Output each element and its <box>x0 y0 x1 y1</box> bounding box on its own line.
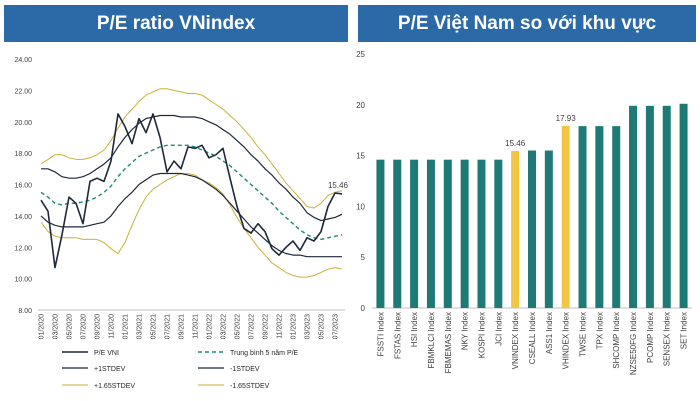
x-tick-label: SHCOMP Index <box>612 312 621 369</box>
x-tick-label: 07/2022 <box>249 314 256 339</box>
x-tick-label: 05/2020 <box>67 314 74 339</box>
x-tick-label: 01/2021 <box>123 314 130 339</box>
x-tick-label: JCI Index <box>494 312 503 346</box>
x-tick-label: 03/2022 <box>221 314 228 339</box>
bar-sensex-index <box>662 105 671 308</box>
x-tick-label: 07/2021 <box>165 314 172 339</box>
x-tick-label: 07/2020 <box>81 314 88 339</box>
bar-tpx-index <box>595 126 604 308</box>
x-tick-label: 01/2020 <box>39 314 46 339</box>
x-tick-label: FSSTI Index <box>376 312 385 356</box>
bar-fstas-index <box>393 159 402 308</box>
legend-label: P/E VNI <box>94 350 119 357</box>
series-line-trung-b-nh-5-n-m-p-e <box>40 144 343 241</box>
bar-vhindex-index <box>561 125 570 308</box>
bar-nzse50fg-index <box>629 105 638 308</box>
bar-fssti-index <box>376 159 385 308</box>
legend-label: -1STDEV <box>230 366 260 373</box>
x-tick-label: FBMKLCI Index <box>427 312 436 368</box>
y-tick-label: 20 <box>356 101 365 110</box>
bar-ass1-index <box>544 150 553 308</box>
x-tick-label: 03/2023 <box>305 314 312 339</box>
x-tick-label: PCOMP Index <box>646 312 655 363</box>
y-tick-label: 15 <box>356 152 365 161</box>
x-tick-label: HSI Index <box>410 312 419 347</box>
x-tick-label: VHINDEX Index <box>562 312 571 369</box>
x-tick-label: NZSE50FG Index <box>629 312 638 375</box>
data-label: 17.93 <box>556 114 577 123</box>
legend-label: Trung bình 5 năm P/E <box>230 350 299 357</box>
x-tick-label: ASS1 Index <box>545 312 554 354</box>
x-tick-label: 09/2020 <box>95 314 102 339</box>
x-tick-label: KOSPI Index <box>477 312 486 358</box>
bar-nky-index <box>460 159 469 308</box>
legend-label: +1STDEV <box>94 366 126 373</box>
x-tick-label: TPX Index <box>595 312 604 349</box>
x-tick-label: SENSEX Index <box>663 312 672 366</box>
series-line-1-65stdev <box>40 173 343 278</box>
x-tick-label: NKY Index <box>461 312 470 350</box>
bar-cseall-index <box>528 150 536 308</box>
series-line-p-e-vni <box>40 113 343 269</box>
series-line-1-65stdev <box>40 88 343 209</box>
x-tick-label: CSEALL Index <box>528 312 537 364</box>
x-tick-label: 11/2022 <box>277 314 284 339</box>
x-tick-label: 05/2022 <box>235 314 242 339</box>
y-tick-label: 20.00 <box>14 120 32 127</box>
bar-fbmemas-index <box>443 159 452 308</box>
x-tick-label: VNINDEX Index <box>511 312 520 369</box>
legend-label: +1.65STDEV <box>94 383 135 390</box>
pe-region-bar-chart: 0 5 10 15 20 25 FSSTI Index FSTAS Index HSI Inde… <box>356 50 692 375</box>
x-tick-label: FSTAS Index <box>393 312 402 359</box>
x-tick-label: 11/2020 <box>109 314 116 339</box>
y-tick-label: 10 <box>356 202 365 211</box>
legend-label: -1.65STDEV <box>230 383 270 390</box>
data-label: 15.46 <box>505 139 526 148</box>
y-tick-label: 22.00 <box>14 88 32 95</box>
x-tick-label: 07/2023 <box>333 314 340 339</box>
x-tick-label: 09/2022 <box>263 314 270 339</box>
y-tick-label: 5 <box>361 253 366 262</box>
x-tick-label: 03/2021 <box>137 314 144 339</box>
bar-set-index <box>679 103 688 308</box>
y-tick-label: 25 <box>356 50 365 59</box>
pe-vnindex-line-chart: 8.00 10.00 12.00 14.00 16.00 18.00 20.00 22.00 2… <box>14 57 349 390</box>
left-panel-title: P/E ratio VNindex <box>4 5 348 42</box>
x-tick-label: 05/2021 <box>151 314 158 339</box>
bar-fbmklci-index <box>426 159 435 308</box>
x-tick-label: 11/2021 <box>193 314 200 339</box>
x-tick-label: 03/2020 <box>53 314 60 339</box>
bar-hsi-index <box>410 159 419 308</box>
x-tick-label: 09/2021 <box>179 314 186 339</box>
series-line-1stdev <box>41 114 343 222</box>
y-tick-label: 12.00 <box>14 245 32 252</box>
y-tick-label: 0 <box>361 304 366 313</box>
y-tick-label: 10.00 <box>14 277 32 284</box>
x-tick-label: 05/2023 <box>319 314 326 339</box>
x-tick-label: 01/2022 <box>207 314 214 339</box>
y-tick-label: 8.00 <box>18 308 32 315</box>
x-tick-label: FBMEMAS Index <box>444 312 453 373</box>
series-line-1stdev <box>40 172 342 258</box>
y-tick-label: 18.00 <box>14 151 32 158</box>
x-tick-label: SET Index <box>680 312 689 349</box>
x-tick-label: TWSE Index <box>579 312 588 357</box>
bar-pcomp-index <box>645 105 654 308</box>
bar-twse-index <box>578 126 587 308</box>
bar-shcomp-index <box>612 126 621 308</box>
x-tick-label: 01/2023 <box>291 314 298 339</box>
right-panel-title: P/E Việt Nam so với khu vực <box>358 5 696 42</box>
bar-kospi-index <box>477 159 486 308</box>
y-tick-label: 24.00 <box>14 57 32 64</box>
y-tick-label: 14.00 <box>14 214 32 221</box>
bar-vnindex-index <box>511 150 520 308</box>
y-tick-label: 16.00 <box>14 183 32 190</box>
data-label: 15.46 <box>328 181 349 190</box>
bar-jci-index <box>494 159 503 308</box>
